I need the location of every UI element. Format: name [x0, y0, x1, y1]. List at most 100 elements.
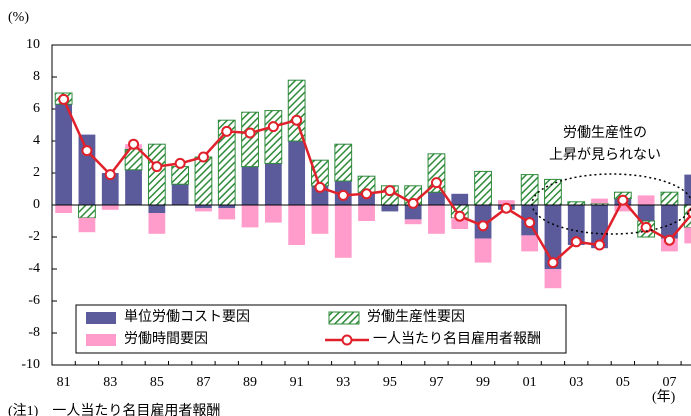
footnote: (注1) 一人当たり名目雇用者報酬 [8, 402, 220, 416]
bar [195, 208, 212, 212]
annotation: 上昇が見られない [549, 147, 661, 163]
bar [287, 79, 306, 142]
bar [241, 205, 259, 228]
bar [334, 143, 353, 182]
bar [171, 184, 189, 205]
bar [684, 174, 691, 205]
annotation: 労働生産性の [563, 125, 647, 141]
legend-box [75, 304, 567, 354]
point [267, 121, 279, 133]
bar [147, 143, 166, 206]
bar [428, 205, 445, 234]
x-tick-label: 93 [336, 375, 350, 390]
bar [288, 205, 306, 245]
x-unit: (年) [652, 389, 676, 405]
point [477, 220, 489, 232]
point [454, 210, 466, 222]
bar [614, 205, 632, 212]
bar [451, 193, 469, 205]
x-tick-label: 85 [150, 375, 164, 390]
y-tick-label: -6 [28, 293, 40, 308]
x-tick-label: 01 [523, 375, 537, 390]
point [151, 161, 163, 173]
x-tick-label: 95 [383, 375, 397, 390]
bar [148, 213, 166, 234]
bar [125, 169, 142, 205]
point [430, 177, 442, 189]
bar [101, 205, 119, 210]
x-tick-label: 83 [103, 375, 117, 390]
y-tick-label: -10 [21, 357, 40, 372]
y-tick-label: 8 [33, 69, 40, 84]
bar [55, 205, 73, 213]
point [500, 202, 512, 214]
bar [334, 205, 352, 258]
x-tick-label: 99 [476, 375, 490, 390]
point [407, 197, 419, 209]
bar [78, 204, 96, 219]
bar [218, 205, 236, 209]
bar [428, 192, 445, 205]
y-tick-label: 2 [33, 165, 40, 180]
point [314, 181, 326, 193]
legend-label: 労働生産性要因 [367, 309, 465, 325]
bar [404, 219, 422, 225]
bar [521, 235, 539, 252]
bar [264, 205, 282, 223]
bar [637, 205, 655, 221]
legend-swatch [86, 312, 116, 324]
point [174, 157, 186, 169]
point [337, 189, 349, 201]
point [361, 188, 373, 200]
bar [264, 110, 283, 164]
bar [544, 269, 562, 289]
legend-marker [341, 334, 353, 346]
point [640, 221, 652, 233]
bar [171, 166, 190, 185]
bar [381, 205, 399, 212]
point [221, 125, 233, 137]
x-tick-label: 87 [196, 375, 210, 390]
point [197, 151, 209, 163]
bar [194, 156, 213, 206]
y-tick-label: -2 [28, 229, 40, 244]
bar [311, 205, 329, 234]
y-tick-label: -8 [28, 325, 40, 340]
y-unit: (%) [8, 10, 29, 25]
bar [218, 208, 236, 220]
point [663, 234, 675, 246]
point [547, 257, 559, 269]
y-tick-label: 4 [33, 133, 40, 148]
point [291, 114, 303, 126]
bar [241, 166, 259, 205]
legend-label: 一人当たり名目雇用者報酬 [373, 330, 541, 347]
legend-label: 労働時間要因 [124, 331, 208, 347]
bar [544, 178, 562, 206]
legend-swatch [86, 334, 116, 346]
x-tick-label: 05 [616, 375, 630, 390]
x-tick-label: 91 [290, 375, 304, 390]
bar [358, 205, 375, 221]
bar [497, 200, 515, 205]
bar [684, 227, 691, 244]
y-tick-label: -4 [28, 261, 40, 276]
point [81, 145, 93, 157]
point [524, 217, 536, 229]
bar [404, 205, 422, 220]
x-tick-label: 03 [569, 375, 583, 390]
point [128, 138, 140, 150]
point [384, 185, 396, 197]
x-tick-label: 89 [243, 375, 257, 390]
x-tick-label: 97 [429, 375, 443, 390]
bar [241, 111, 259, 168]
y-tick-label: 6 [33, 101, 40, 116]
bar [148, 205, 166, 213]
y-tick-label: 0 [33, 197, 40, 212]
legend-label: 単位労働コスト要因 [124, 309, 250, 325]
bar [101, 173, 119, 205]
x-tick-label: 81 [57, 375, 71, 390]
bar [661, 205, 678, 239]
bar [288, 141, 306, 205]
